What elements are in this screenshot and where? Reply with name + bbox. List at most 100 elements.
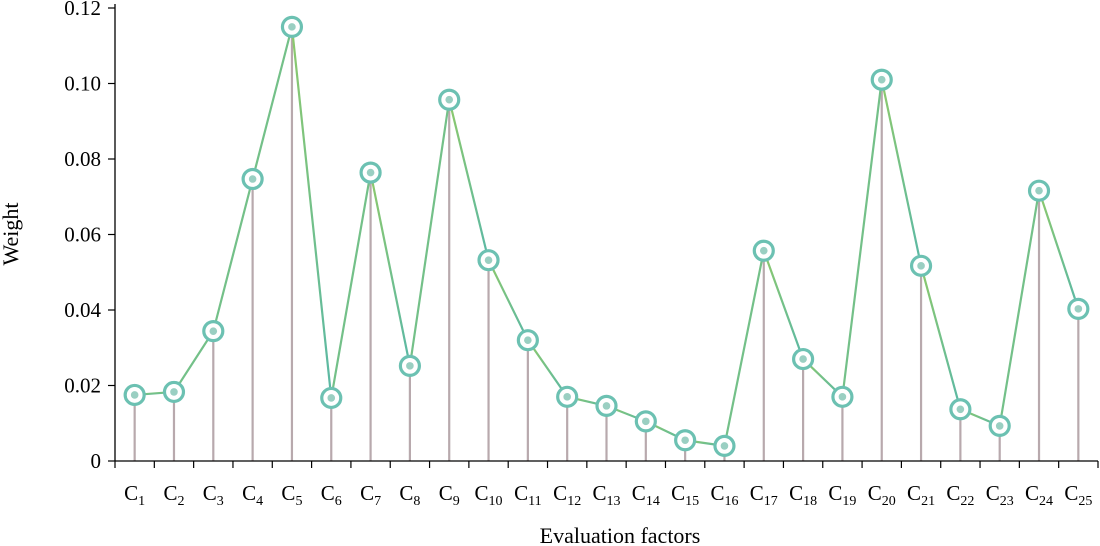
series-segment [251, 25, 294, 181]
x-tick-label: C2 [163, 481, 184, 509]
marker-C16 [713, 434, 736, 457]
marker-C8 [398, 354, 421, 377]
series-segment [526, 339, 569, 398]
marker-C11 [516, 329, 539, 352]
marker-center [917, 262, 925, 270]
x-tick-label: C6 [321, 481, 342, 509]
x-tick-label: C23 [986, 481, 1014, 509]
marker-center [602, 402, 611, 410]
marker-C5 [280, 15, 304, 38]
x-tick-label: C3 [203, 481, 224, 509]
marker-center [406, 362, 414, 370]
x-tick-label: C8 [399, 481, 420, 509]
marker-center [1074, 305, 1083, 313]
series-line-group [133, 25, 1080, 447]
marker-C21 [909, 254, 933, 277]
markers-group [123, 15, 1090, 457]
marker-C15 [674, 429, 697, 452]
x-tick-label: C21 [907, 481, 935, 509]
marker-C22 [949, 398, 972, 421]
marker-C7 [359, 161, 382, 184]
marker-center [1035, 186, 1043, 195]
marker-center [366, 168, 375, 177]
x-tick-label: C10 [475, 481, 503, 509]
series-segment [762, 249, 805, 361]
marker-C25 [1067, 297, 1090, 320]
series-segment [919, 264, 962, 411]
marker-center [799, 355, 807, 363]
marker-center [956, 405, 965, 414]
x-axis-title: Evaluation factors [540, 523, 701, 546]
marker-C18 [791, 347, 815, 371]
marker-C23 [988, 414, 1011, 437]
marker-C4 [241, 167, 264, 191]
x-tick-label: C19 [828, 481, 856, 509]
x-tick-label: C5 [281, 481, 302, 509]
marker-C12 [556, 385, 579, 408]
series-segment [212, 177, 254, 333]
marker-C17 [752, 239, 775, 262]
x-tick-label: C24 [1025, 481, 1053, 509]
marker-center [130, 391, 139, 399]
marker-center [681, 436, 689, 445]
marker-C19 [831, 385, 854, 408]
x-tick-label: C11 [514, 481, 542, 509]
series-segment [369, 171, 411, 367]
marker-C10 [477, 249, 500, 272]
x-tick-label: C16 [710, 481, 738, 509]
series-segment [330, 171, 372, 400]
marker-center [720, 442, 729, 450]
marker-center [642, 417, 650, 426]
y-tick-label: 0.12 [64, 0, 101, 20]
marker-center [288, 23, 296, 31]
y-tick-label: 0.10 [64, 72, 101, 96]
x-tick-label: C4 [242, 481, 263, 509]
x-tick-label: C9 [439, 481, 460, 509]
marker-center [759, 246, 768, 255]
series-segment [1037, 189, 1080, 310]
marker-center [484, 256, 493, 264]
marker-C9 [438, 88, 461, 111]
marker-center [838, 393, 847, 401]
x-tick-label: C12 [553, 481, 581, 509]
marker-center [445, 95, 454, 104]
series-segment [487, 259, 529, 342]
marker-center [209, 327, 218, 335]
y-tick-label: 0.02 [64, 374, 101, 398]
series-segment [408, 98, 451, 367]
x-tick-label: C14 [632, 481, 660, 509]
marker-center [327, 394, 336, 402]
marker-C24 [1027, 179, 1051, 202]
marker-C3 [202, 320, 225, 343]
series-segment [172, 330, 215, 394]
marker-C1 [123, 383, 146, 407]
marker-C14 [634, 410, 657, 433]
series-segment [448, 98, 490, 262]
x-tick-label: C20 [868, 481, 896, 509]
y-axis-title: Weight [0, 203, 23, 266]
marker-center [170, 388, 178, 396]
x-tick-label: C18 [789, 481, 817, 509]
marker-C13 [595, 394, 618, 417]
x-tick-label: C13 [592, 481, 620, 509]
x-tick-label: C1 [124, 481, 145, 509]
y-tick-label: 0.04 [64, 298, 101, 322]
marker-C20 [870, 68, 893, 91]
series-segment [290, 25, 333, 400]
x-tick-label: C17 [750, 481, 778, 509]
series-segment [880, 78, 923, 267]
series-segment [998, 189, 1041, 427]
marker-center [877, 75, 886, 84]
y-tick-labels: 0 0.02 0.04 0.06 0.08 0.10 0.12 [64, 0, 101, 473]
x-tick-label: C25 [1064, 481, 1092, 509]
marker-C2 [162, 380, 186, 404]
y-tick-label: 0.08 [64, 147, 101, 171]
marker-center [524, 336, 532, 345]
marker-C6 [320, 386, 343, 410]
marker-center [563, 393, 571, 401]
series-segment [841, 78, 883, 398]
marker-center [995, 422, 1004, 430]
marker-center [248, 175, 257, 183]
x-tick-labels: C1 C2 C3 C4 C5 C6 C7 C8 C9 C10 C11 C12 C13 C14 C15 C16 C… [124, 481, 1092, 509]
